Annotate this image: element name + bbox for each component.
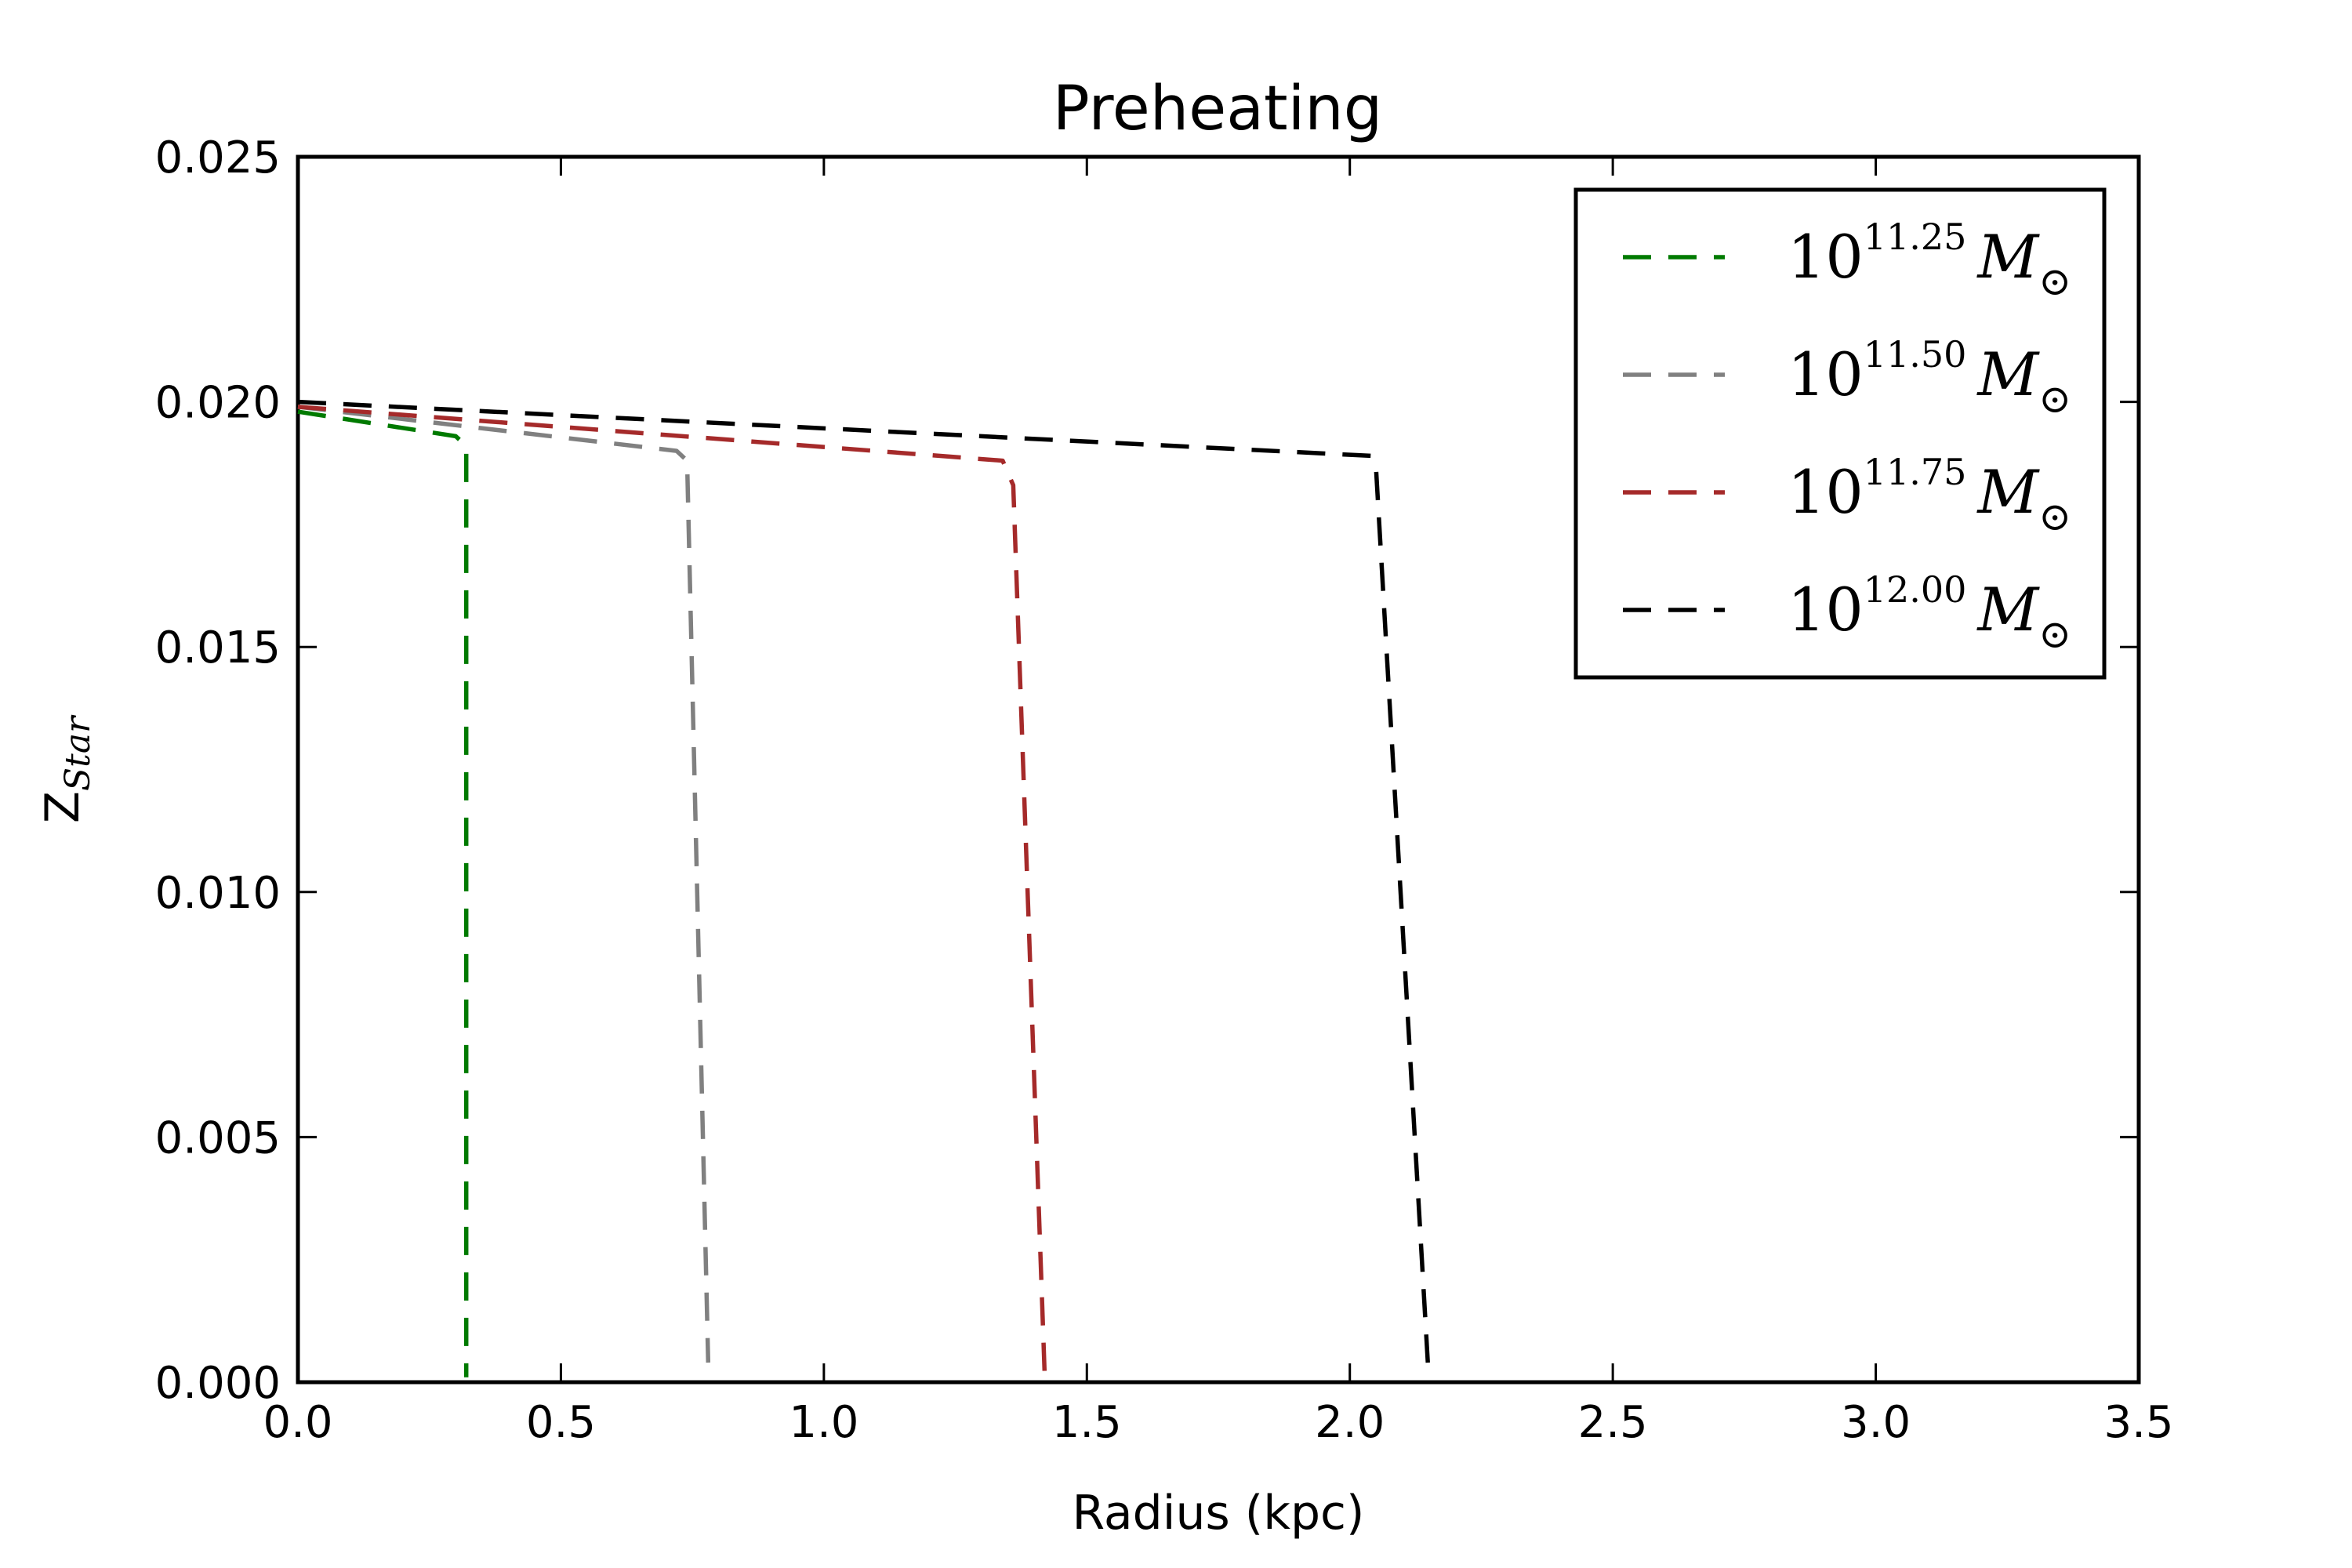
x-tick-label: 2.5 bbox=[1578, 1397, 1648, 1448]
legend-symbol: M bbox=[1976, 457, 2040, 527]
legend-exponent: 12.00 bbox=[1864, 568, 1967, 611]
legend-symbol: M bbox=[1976, 222, 2040, 292]
legend-exponent: 11.75 bbox=[1864, 451, 1967, 493]
x-tick-labels: 0.0 0.5 1.0 1.5 2.0 2.5 3.0 3.5 bbox=[263, 1397, 2173, 1448]
legend-label: 1011.75 M⊙ bbox=[1788, 451, 2071, 539]
legend-exponent: 11.50 bbox=[1864, 333, 1967, 376]
x-tick-label: 1.0 bbox=[789, 1397, 858, 1448]
legend-symbol: M bbox=[1976, 339, 2040, 409]
x-tick-label: 2.0 bbox=[1315, 1397, 1385, 1448]
ticks-layer bbox=[296, 155, 2140, 1384]
plot-area bbox=[296, 154, 2141, 1385]
chart-title: Preheating bbox=[1053, 74, 1382, 144]
legend-label: 1012.00 M⊙ bbox=[1788, 568, 2071, 657]
legend-base: 10 bbox=[1788, 575, 1864, 644]
legend-sun-subscript: ⊙ bbox=[2038, 494, 2071, 539]
plot-frame bbox=[296, 154, 2141, 1385]
series-layer bbox=[297, 399, 1432, 1377]
y-tick-label: 0.010 bbox=[155, 868, 281, 919]
legend-sun-subscript: ⊙ bbox=[2038, 612, 2071, 657]
legend-exponent: 11.25 bbox=[1864, 216, 1967, 258]
series-line bbox=[297, 405, 711, 1363]
y-axis-title-subscript: Star bbox=[58, 714, 98, 791]
legend-sun-subscript: ⊙ bbox=[2038, 259, 2071, 304]
y-tick-label: 0.025 bbox=[155, 132, 281, 183]
y-axis-title-group: ZStar bbox=[35, 714, 98, 823]
legend-base: 10 bbox=[1788, 457, 1864, 527]
x-axis-title: Radius (kpc) bbox=[1073, 1486, 1365, 1541]
legend-label: 1011.25 M⊙ bbox=[1788, 216, 2071, 304]
y-tick-label: 0.015 bbox=[155, 622, 281, 673]
x-tick-label: 3.5 bbox=[2103, 1397, 2173, 1448]
legend-base: 10 bbox=[1788, 222, 1864, 292]
y-tick-labels: 0.000 0.005 0.010 0.015 0.020 0.025 bbox=[155, 132, 281, 1409]
series-line bbox=[297, 409, 469, 1377]
x-tick-label: 0.5 bbox=[526, 1397, 596, 1448]
y-tick-label: 0.020 bbox=[155, 378, 281, 429]
y-axis-title: ZStar bbox=[35, 714, 98, 823]
legend-frame bbox=[1573, 187, 2107, 680]
legend: 1011.25 M⊙1011.50 M⊙1011.75 M⊙1012.00 M⊙ bbox=[1573, 187, 2107, 680]
legend-base: 10 bbox=[1788, 339, 1864, 409]
y-tick-label: 0.000 bbox=[155, 1358, 281, 1409]
legend-label: 1011.50 M⊙ bbox=[1788, 333, 2071, 422]
series-line bbox=[297, 405, 1047, 1377]
x-tick-label: 3.0 bbox=[1841, 1397, 1911, 1448]
legend-sun-subscript: ⊙ bbox=[2038, 376, 2071, 422]
x-tick-label: 0.0 bbox=[263, 1397, 332, 1448]
legend-entries: 1011.25 M⊙1011.50 M⊙1011.75 M⊙1012.00 M⊙ bbox=[1623, 216, 2071, 657]
y-tick-label: 0.005 bbox=[155, 1112, 281, 1163]
legend-symbol: M bbox=[1976, 575, 2040, 644]
y-axis-title-main: Z bbox=[35, 791, 90, 823]
x-tick-label: 1.5 bbox=[1052, 1397, 1122, 1448]
